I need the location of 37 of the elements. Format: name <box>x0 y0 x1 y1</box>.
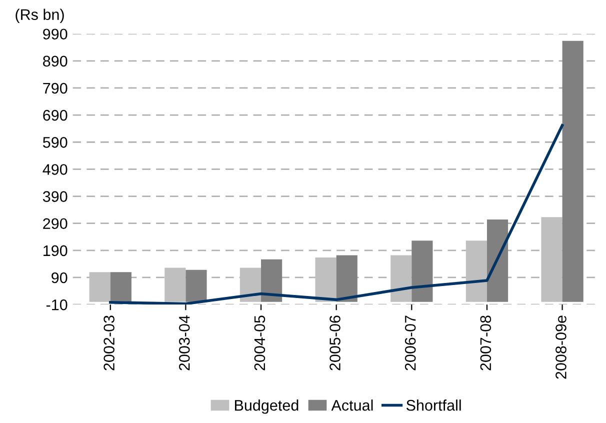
x-tick-label: 2008-09e <box>556 316 566 379</box>
x-tick-label: 2004-05 <box>254 316 266 370</box>
y-tick-label: 90 <box>52 272 68 284</box>
y-tick-label: 490 <box>42 164 68 175</box>
x-tick-label: 2005-06 <box>330 316 340 370</box>
bar <box>164 268 186 302</box>
y-tick-label: 990 <box>43 28 68 40</box>
y-tick-label: -10 <box>46 299 68 310</box>
bar <box>412 240 433 302</box>
bar <box>186 270 207 302</box>
bar <box>390 255 412 302</box>
x-tick-label: 2006-07 <box>404 316 416 370</box>
x-tick-label: 2003-04 <box>178 315 190 370</box>
y-tick-label: 590 <box>42 136 68 148</box>
line-series <box>108 124 564 305</box>
x-tick-label: 2007-08 <box>480 316 492 370</box>
bar <box>466 240 487 302</box>
legend-label: Shortfall <box>406 400 461 411</box>
y-tick-label: 690 <box>43 110 68 121</box>
bar <box>562 40 584 302</box>
bar <box>261 259 282 302</box>
y-tick-label: 890 <box>43 56 68 67</box>
y-axis-title: (Rs bn) <box>16 8 64 24</box>
bar <box>336 255 358 302</box>
bar <box>110 272 132 302</box>
bar <box>240 268 262 302</box>
x-tick-label: 2002-03 <box>104 316 114 370</box>
y-tick-label: 190 <box>44 245 68 256</box>
y-tick-label: 390 <box>42 191 68 202</box>
bar <box>541 217 562 302</box>
y-tick-label: 290 <box>43 218 68 230</box>
bar <box>486 220 508 302</box>
y-tick-label: 790 <box>43 82 68 94</box>
bar <box>89 272 110 302</box>
legend-label: Budgeted <box>235 400 298 414</box>
bar <box>315 257 336 302</box>
legend-label: Actual <box>331 400 373 411</box>
